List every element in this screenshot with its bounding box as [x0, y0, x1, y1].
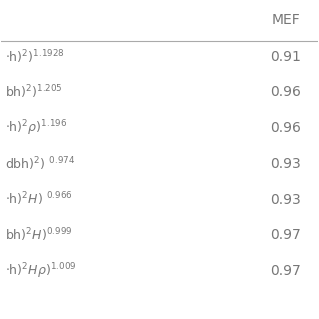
Text: $\cdot$h)$^{2}$)$^{1.1928}$: $\cdot$h)$^{2}$)$^{1.1928}$ — [4, 48, 64, 65]
Text: bh)$^{2}H$)$^{0.999}$: bh)$^{2}H$)$^{0.999}$ — [4, 226, 72, 244]
Text: 0.93: 0.93 — [271, 157, 301, 171]
Text: 0.96: 0.96 — [271, 85, 301, 100]
Text: MEF: MEF — [271, 13, 300, 27]
Text: 0.97: 0.97 — [271, 228, 301, 242]
Text: $\cdot$h)$^{2}H$) $^{0.966}$: $\cdot$h)$^{2}H$) $^{0.966}$ — [4, 191, 72, 208]
Text: 0.96: 0.96 — [271, 121, 301, 135]
Text: bh)$^{2}$)$^{1.205}$: bh)$^{2}$)$^{1.205}$ — [4, 84, 62, 101]
Text: 0.91: 0.91 — [271, 50, 301, 64]
Text: $\cdot$h)$^{2}\rho$)$^{1.196}$: $\cdot$h)$^{2}\rho$)$^{1.196}$ — [4, 118, 67, 138]
Text: $\cdot$h)$^{2}H\rho$)$^{1.009}$: $\cdot$h)$^{2}H\rho$)$^{1.009}$ — [4, 261, 76, 281]
Text: dbh)$^{2}$) $^{0.974}$: dbh)$^{2}$) $^{0.974}$ — [4, 155, 75, 173]
Text: 0.97: 0.97 — [271, 264, 301, 278]
Text: 0.93: 0.93 — [271, 193, 301, 207]
